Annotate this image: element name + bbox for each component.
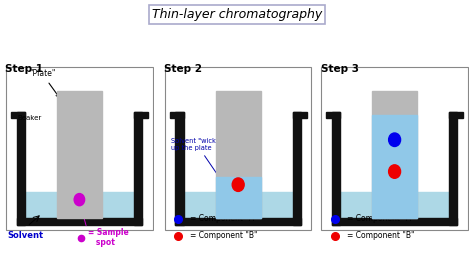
Text: = Sample
   spot: = Sample spot [88, 228, 129, 247]
Text: Solvent: Solvent [8, 231, 44, 240]
Bar [134, 112, 148, 118]
Bar [372, 115, 417, 218]
Bar [449, 112, 457, 225]
Bar [321, 67, 468, 230]
Text: "Plate": "Plate" [29, 69, 59, 97]
Text: Thin-layer chromatography: Thin-layer chromatography [152, 8, 322, 21]
Bar [57, 91, 102, 218]
Ellipse shape [232, 178, 244, 191]
Bar [134, 112, 142, 225]
Bar [216, 177, 261, 218]
Bar [170, 112, 184, 118]
Bar [175, 112, 184, 225]
Bar [292, 112, 307, 118]
Bar [11, 112, 25, 118]
Bar [175, 218, 301, 225]
Text: = Component "A": = Component "A" [347, 214, 414, 223]
Text: Step 2: Step 2 [164, 63, 202, 74]
Bar [184, 192, 292, 218]
Bar [332, 218, 457, 225]
Bar [17, 112, 25, 225]
Text: Beaker: Beaker [18, 115, 42, 121]
Bar [165, 67, 311, 230]
Bar [25, 192, 134, 218]
Ellipse shape [74, 193, 85, 206]
Bar [292, 112, 301, 225]
Text: = Component "B": = Component "B" [191, 231, 258, 240]
Bar [372, 91, 417, 218]
Text: Step 3: Step 3 [321, 63, 359, 74]
Text: = Component "A": = Component "A" [191, 214, 258, 223]
Ellipse shape [389, 133, 401, 146]
Bar [332, 112, 340, 225]
Bar [449, 112, 463, 118]
Bar [216, 91, 261, 218]
Bar [6, 67, 153, 230]
Bar [326, 112, 340, 118]
Text: = Component "B": = Component "B" [347, 231, 414, 240]
Bar [17, 218, 142, 225]
Ellipse shape [389, 165, 401, 178]
Bar [340, 192, 449, 218]
Text: Step 1: Step 1 [6, 63, 44, 74]
Text: Solvent "wicks"
up the plate: Solvent "wicks" up the plate [171, 138, 222, 178]
